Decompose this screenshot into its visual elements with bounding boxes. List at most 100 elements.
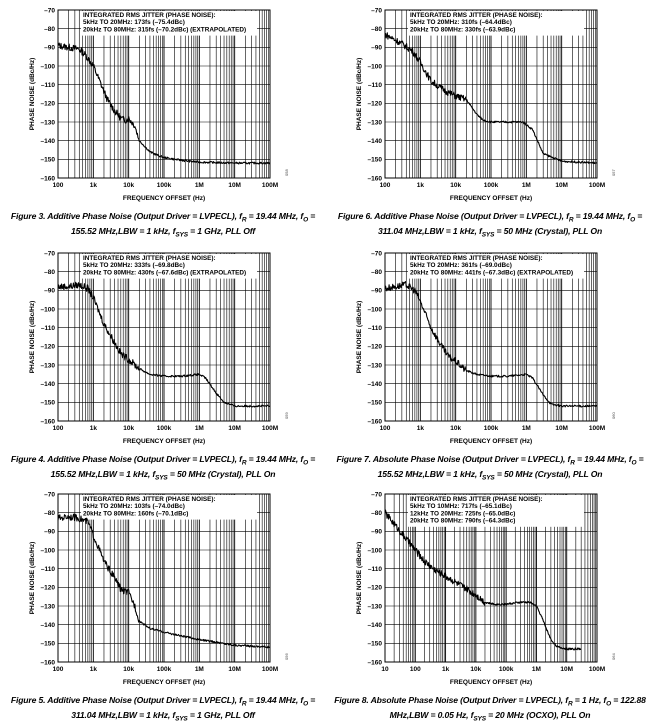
y-tick-label: –120 — [41, 101, 56, 108]
y-tick-label: –120 — [41, 585, 56, 592]
chart-panel: INTEGRATED RMS JITTER (PHASE NOISE): 5kHz… — [0, 0, 326, 242]
caption-subscript: R — [570, 459, 575, 467]
figure-id: 057 — [611, 169, 616, 176]
x-tick-label: 10k — [450, 182, 461, 189]
caption-text: = 19.44 MHz, f — [246, 695, 304, 705]
caption-subscript: SYS — [175, 231, 188, 239]
jitter-annotation: INTEGRATED RMS JITTER (PHASE NOISE):5kHz… — [408, 254, 584, 279]
caption-subscript: SYS — [481, 231, 495, 239]
figure-caption: Figure 7. Absolute Phase Noise (Output D… — [327, 454, 653, 483]
y-tick-label: –150 — [368, 641, 383, 648]
figure-caption: Figure 6. Additive Phase Noise (Output D… — [327, 211, 653, 240]
y-tick-label: –130 — [41, 119, 56, 126]
x-axis-label: FREQUENCY OFFSET (Hz) — [450, 438, 532, 445]
phase-noise-chart: INTEGRATED RMS JITTER (PHASE NOISE):5kHz… — [29, 250, 289, 445]
y-axis-label: PHASE NOISE (dBc/Hz) — [356, 301, 363, 374]
x-tick-label: 100 — [380, 425, 391, 432]
caption-subscript: R — [241, 459, 247, 467]
plot-frame — [57, 9, 271, 179]
y-tick-label: –80 — [44, 510, 55, 517]
phase-noise-trace — [384, 281, 598, 408]
y-tick-label: –80 — [371, 26, 382, 33]
x-tick-label: 100 — [380, 182, 391, 189]
y-tick-label: –70 — [44, 250, 55, 257]
caption-text: Figure 4. Additive Phase Noise (Output D… — [10, 454, 242, 464]
x-tick-label: 100k — [157, 666, 172, 673]
caption-text: = 155.52 MHz,LBW = 1 kHz, f — [50, 454, 316, 479]
annotation-line: INTEGRATED RMS JITTER (PHASE NOISE): — [410, 255, 543, 262]
annotation-line: 12kHz TO 20MHz: 725fs (–65.0dBc) — [410, 510, 515, 517]
y-tick-label: –130 — [41, 603, 56, 610]
y-axis-label: PHASE NOISE (dBc/Hz) — [29, 58, 36, 131]
x-tick-label: 1k — [417, 182, 425, 189]
phase-noise-chart: INTEGRATED RMS JITTER (PHASE NOISE):5kHz… — [29, 7, 289, 202]
y-tick-label: –110 — [41, 566, 55, 573]
caption-text: Figure 3. Additive Phase Noise (Output D… — [10, 211, 242, 221]
y-tick-label: –80 — [371, 510, 382, 517]
caption-text: = 19.44 MHz, f — [574, 454, 632, 464]
y-tick-label: –150 — [41, 400, 56, 407]
y-tick-label: –160 — [41, 418, 56, 425]
x-tick-label: 1M — [522, 182, 531, 189]
y-tick-label: –110 — [368, 82, 382, 89]
annotation-line: INTEGRATED RMS JITTER (PHASE NOISE): — [83, 255, 216, 262]
phase-noise-chart: INTEGRATED RMS JITTER (PHASE NOISE):5kHz… — [356, 491, 616, 686]
x-tick-label: 1M — [195, 425, 204, 432]
y-tick-label: –120 — [368, 585, 383, 592]
caption-subscript: SYS — [482, 474, 495, 482]
y-tick-label: –150 — [368, 157, 383, 164]
y-tick-label: –140 — [41, 138, 56, 145]
x-tick-label: 10M — [228, 182, 241, 189]
x-tick-label: 10M — [555, 425, 568, 432]
x-tick-label: 10k — [123, 425, 134, 432]
caption-text: Figure 5. Additive Phase Noise (Output D… — [10, 695, 242, 705]
annotation-line: 20kHz TO 80MHz: 315fs (–70.2dBc) (EXTRAP… — [83, 26, 246, 33]
y-tick-label: –110 — [41, 325, 55, 332]
plot-frame — [384, 252, 598, 422]
x-tick-label: 100k — [157, 182, 172, 189]
phase-noise-chart: INTEGRATED RMS JITTER (PHASE NOISE):5kHz… — [29, 491, 289, 686]
x-tick-label: 100 — [53, 666, 64, 673]
x-tick-label: 10k — [123, 182, 134, 189]
y-tick-label: –120 — [368, 101, 383, 108]
x-axis-label: FREQUENCY OFFSET (Hz) — [123, 195, 205, 202]
annotation-line: 5kHz TO 10MHz: 717fs (–65.1dBc) — [410, 503, 512, 510]
y-tick-label: –160 — [368, 659, 383, 666]
grid — [384, 252, 597, 422]
phase-noise-trace — [384, 509, 582, 651]
caption-text: = 155.52 MHz,LBW = 1 kHz, f — [377, 454, 644, 479]
caption-text: = 19.44 MHz, f — [246, 454, 304, 464]
x-tick-label: 100M — [262, 666, 278, 673]
x-tick-label: 1M — [195, 182, 204, 189]
y-tick-label: –70 — [371, 250, 382, 257]
y-tick-label: –130 — [368, 603, 383, 610]
figure-id: 058 — [284, 169, 289, 176]
caption-text: = 19.44 MHz, f — [246, 211, 304, 221]
plot-frame — [57, 252, 271, 422]
caption-subscript: O — [303, 700, 309, 708]
caption-text: = 50 MHz (Crystal), PLL On — [167, 468, 276, 479]
caption-text: = 155.52 MHz,LBW = 1 kHz, f — [70, 211, 316, 236]
x-tick-label: 100k — [499, 666, 514, 673]
y-axis-label: PHASE NOISE (dBc/Hz) — [356, 58, 363, 131]
x-tick-label: 10M — [228, 666, 241, 673]
caption-text: = 1 GHz, PLL Off — [187, 225, 256, 236]
x-tick-label: 10 — [381, 666, 389, 673]
y-tick-label: –120 — [368, 344, 383, 351]
y-tick-label: –100 — [41, 547, 56, 554]
x-tick-label: 100M — [589, 425, 605, 432]
y-tick-label: –70 — [371, 7, 382, 14]
y-tick-label: –70 — [371, 491, 382, 498]
y-tick-label: –90 — [44, 45, 55, 52]
figure-id: 060 — [611, 412, 616, 419]
plot-frame — [384, 493, 598, 663]
annotation-line: INTEGRATED RMS JITTER (PHASE NOISE): — [83, 12, 216, 19]
plot-frame — [57, 493, 271, 663]
x-tick-label: 10M — [555, 182, 568, 189]
y-tick-label: –100 — [368, 306, 383, 313]
caption-text: = 20 MHz (OCXO), PLL On — [485, 709, 591, 720]
caption-text: = 1 GHz, PLL Off — [187, 709, 255, 720]
chart-panel: INTEGRATED RMS JITTER (PHASE NOISE): 5kHz… — [0, 484, 326, 726]
y-tick-label: –160 — [368, 175, 383, 182]
y-tick-label: –90 — [371, 529, 382, 536]
